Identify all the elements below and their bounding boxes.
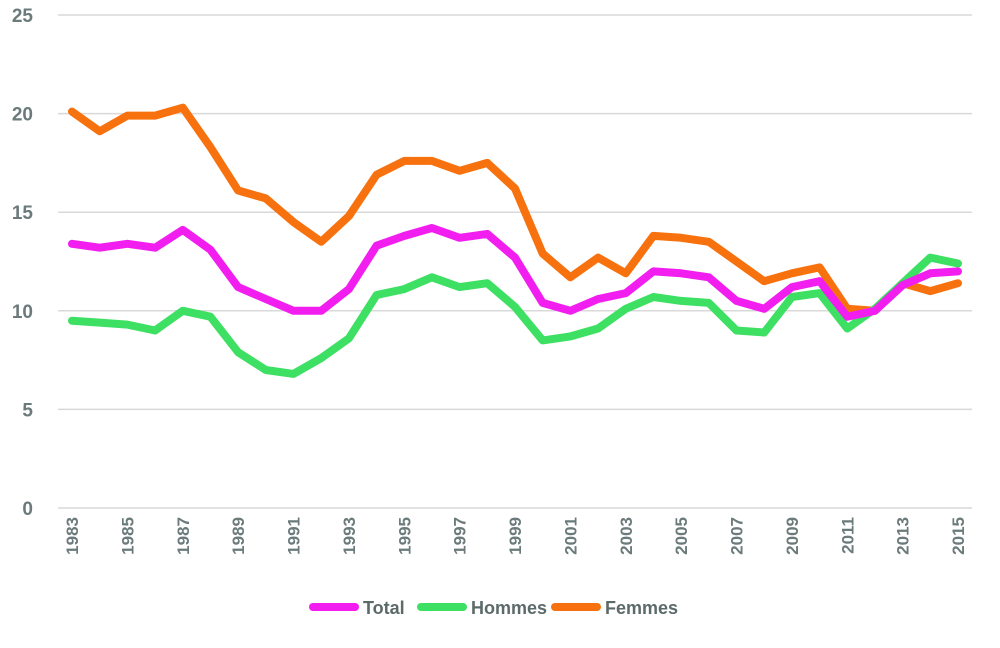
x-tick-label: 1997 xyxy=(451,517,470,555)
x-tick-label: 2011 xyxy=(838,517,857,554)
y-tick-label: 5 xyxy=(22,400,33,421)
x-tick-label: 1999 xyxy=(506,517,525,555)
x-tick-label: 2009 xyxy=(783,517,802,555)
series-line-femmes xyxy=(68,103,962,315)
y-tick-label: 15 xyxy=(12,203,34,224)
x-tick-label: 2003 xyxy=(617,517,636,555)
x-tick-label: 2015 xyxy=(949,517,968,555)
y-tick-label: 0 xyxy=(22,499,33,520)
x-tick-label: 1989 xyxy=(229,517,248,555)
series-line-total xyxy=(68,224,962,321)
y-tick-label: 20 xyxy=(12,105,33,126)
x-tick-label: 2005 xyxy=(672,517,691,555)
series-lines xyxy=(68,103,962,378)
x-tick-label: 1987 xyxy=(174,517,193,555)
x-tick-label: 2013 xyxy=(894,517,913,555)
y-axis-ticks: 0 5 10 15 20 25 xyxy=(12,6,34,520)
x-tick-label: 1995 xyxy=(395,517,414,555)
legend: Total Hommes Femmes xyxy=(309,598,678,618)
x-tick-label: 1985 xyxy=(118,517,137,555)
series-line-hommes xyxy=(68,253,962,378)
x-tick-label: 1991 xyxy=(285,517,304,555)
x-tick-label: 2007 xyxy=(728,517,747,555)
legend-label-femmes: Femmes xyxy=(605,598,678,618)
legend-label-hommes: Hommes xyxy=(471,598,547,618)
y-tick-label: 10 xyxy=(12,302,33,323)
y-tick-label: 25 xyxy=(12,6,34,27)
x-tick-label: 1983 xyxy=(63,517,82,555)
legend-label-total: Total xyxy=(363,598,405,618)
x-axis-ticks: 1983 1985 1987 1989 1991 1993 1995 1997 1999 2001… xyxy=(63,517,968,555)
x-tick-label: 1993 xyxy=(340,517,359,555)
x-tick-label: 2001 xyxy=(561,517,580,555)
